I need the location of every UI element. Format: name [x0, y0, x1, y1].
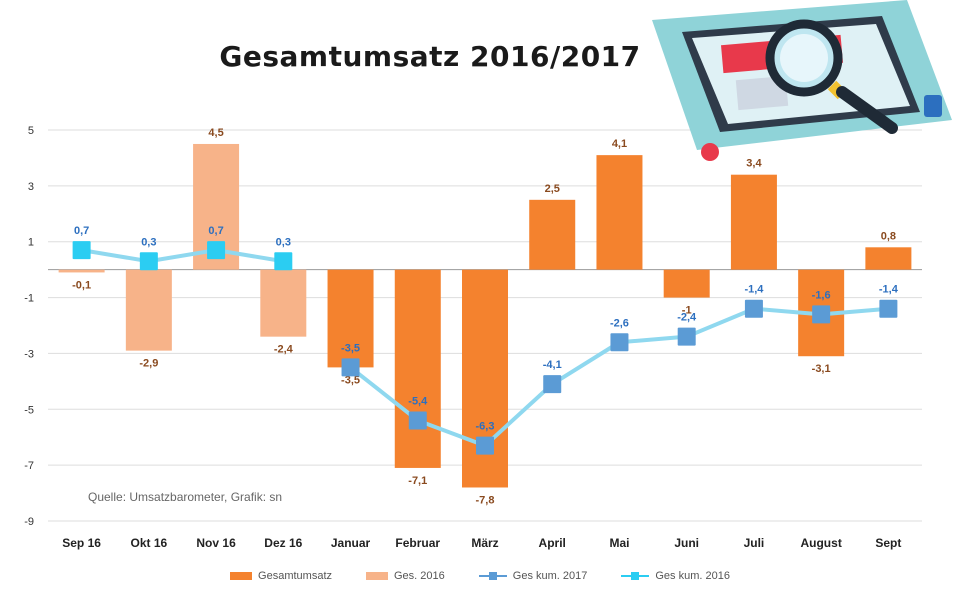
line-point: [274, 252, 293, 271]
y-tick-label: -9: [24, 516, 34, 528]
line-point: [610, 333, 629, 352]
line-data-label: -4,1: [543, 359, 562, 371]
line-data-label: -2,4: [677, 312, 697, 324]
line-point: [879, 299, 898, 318]
bar: [58, 269, 105, 273]
bar-data-label: 4,5: [208, 127, 223, 139]
legend-item-kum-2017: Ges kum. 2017: [478, 570, 588, 582]
y-tick-label: -1: [24, 293, 34, 305]
line-data-label: -5,4: [408, 395, 428, 407]
legend: Gesamtumsatz Ges. 2016 Ges kum. 2017 Ges…: [0, 570, 960, 582]
x-tick-label: Sept: [875, 536, 901, 550]
bar-data-label: 4,1: [612, 138, 627, 150]
line-data-label: 0,3: [141, 236, 156, 248]
line-data-label: 0,7: [208, 225, 223, 237]
line-data-label: -1,4: [879, 284, 899, 296]
bar: [462, 269, 508, 488]
legend-marker-kum-2016: [621, 571, 650, 581]
y-tick-label: -7: [24, 460, 34, 472]
y-tick-label: -3: [24, 348, 34, 360]
x-tick-label: August: [800, 536, 841, 550]
line-data-label: -2,6: [610, 317, 629, 329]
x-tick-label: Juni: [674, 536, 699, 550]
y-tick-label: 3: [28, 181, 34, 193]
source-note: Quelle: Umsatzbarometer, Grafik: sn: [88, 490, 283, 504]
legend-item-gesamtumsatz: Gesamtumsatz: [230, 570, 332, 582]
bar-data-label: 3,4: [746, 158, 762, 170]
line-point: [72, 241, 91, 260]
line-point: [476, 436, 494, 455]
bar-data-label: -3,5: [341, 374, 360, 386]
line-data-label: -1,6: [812, 289, 831, 301]
bar: [865, 247, 912, 270]
line-data-label: 0,3: [276, 236, 291, 248]
line-point: [543, 375, 562, 394]
legend-label-kum-2017: Ges kum. 2017: [512, 570, 588, 582]
chart-title: Gesamtumsatz 2016/2017: [219, 40, 641, 73]
line-data-label: -1,4: [744, 284, 764, 296]
y-tick-label: 1: [28, 237, 34, 249]
legend-label-kum-2016: Ges kum. 2016: [655, 570, 730, 582]
line-point: [677, 327, 696, 346]
x-tick-label: Januar: [331, 536, 371, 550]
legend-item-kum-2016: Ges kum. 2016: [621, 570, 730, 582]
bar-data-label: -0,1: [72, 279, 91, 291]
bar: [663, 269, 710, 298]
bar: [730, 174, 777, 270]
line-data-label: -6,3: [476, 421, 495, 433]
bar: [596, 155, 643, 270]
legend-label-ges-2016: Ges. 2016: [394, 570, 445, 582]
legend-swatch-ges-2016: [366, 572, 388, 580]
bar-data-label: -3,1: [812, 363, 831, 375]
line-point: [408, 411, 427, 430]
line-point: [139, 252, 158, 271]
line-data-label: 0,7: [74, 225, 89, 237]
legend-marker-kum-2017: [478, 571, 507, 581]
bar-data-label: -1: [682, 305, 692, 317]
y-tick-label: -5: [24, 404, 34, 416]
x-tick-label: Nov 16: [196, 536, 236, 550]
bar: [125, 269, 172, 351]
line-point: [207, 241, 226, 260]
x-tick-label: Okt 16: [131, 536, 168, 550]
y-tick-label: 5: [28, 125, 34, 137]
bar: [327, 269, 374, 368]
x-tick-label: Juli: [744, 536, 765, 550]
bar-data-label: -2,9: [139, 358, 158, 370]
line-point: [812, 305, 831, 324]
bar: [260, 269, 307, 337]
line-point: [744, 299, 763, 318]
bar-data-label: 2,5: [545, 183, 560, 195]
x-tick-label: März: [471, 536, 498, 550]
bar-data-label: 0,8: [881, 230, 896, 242]
series-line: [81, 248, 284, 264]
x-tick-label: April: [539, 536, 566, 550]
magnifier-illustration: [652, 0, 952, 161]
legend-item-ges-2016: Ges. 2016: [366, 570, 445, 582]
legend-label-gesamtumsatz: Gesamtumsatz: [258, 570, 332, 582]
x-tick-label: Sep 16: [62, 536, 101, 550]
bar: [529, 199, 576, 270]
line-data-label: -3,5: [341, 342, 360, 354]
legend-swatch-gesamtumsatz: [230, 572, 253, 580]
x-tick-label: Februar: [395, 536, 440, 550]
bar-data-label: -2,4: [274, 344, 294, 356]
bar: [394, 269, 441, 468]
x-tick-label: Dez 16: [264, 536, 302, 550]
bar-data-label: -7,8: [476, 494, 495, 506]
line-point: [341, 358, 360, 377]
x-tick-label: Mai: [609, 536, 629, 550]
bar-data-label: -7,1: [408, 475, 427, 487]
